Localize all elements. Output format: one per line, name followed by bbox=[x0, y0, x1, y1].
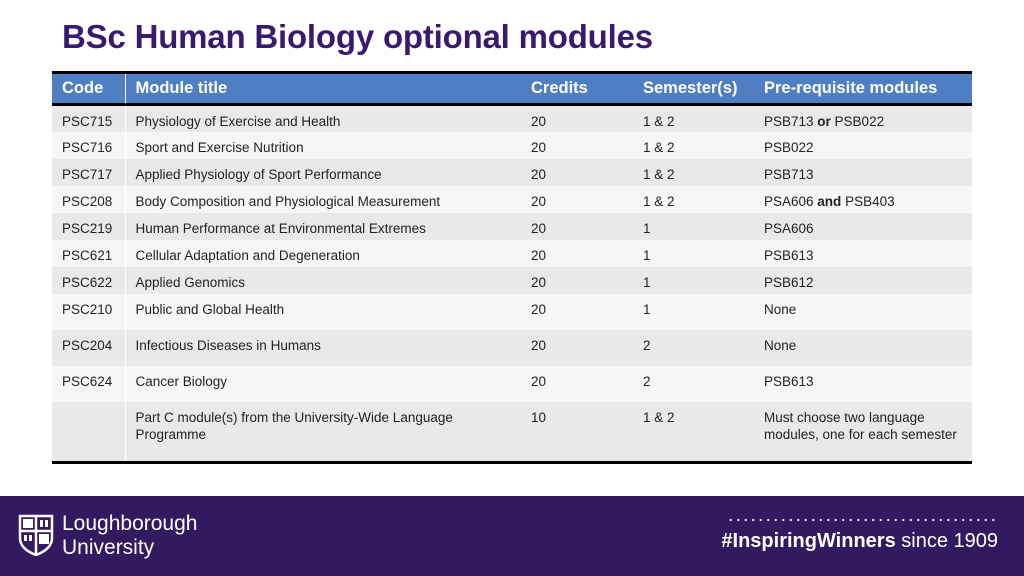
prerequisite-text: PSB613 bbox=[764, 247, 814, 263]
cell-module-title: Sport and Exercise Nutrition bbox=[125, 131, 521, 159]
table-row: PSC717 Applied Physiology of Sport Perfor… bbox=[52, 158, 972, 186]
cell-code bbox=[52, 401, 126, 463]
prerequisite-text: None bbox=[764, 301, 797, 317]
cell-prerequisites: PSB713 bbox=[754, 158, 972, 186]
prerequisite-text: PSB713 bbox=[764, 166, 814, 182]
cell-semester: 1 & 2 bbox=[633, 104, 754, 132]
cell-semester: 1 & 2 bbox=[633, 401, 754, 463]
cell-credits: 20 bbox=[521, 131, 633, 159]
cell-module-title: Physiology of Exercise and Health bbox=[125, 104, 521, 132]
table-row: PSC204 Infectious Diseases in Humans 20 2 No… bbox=[52, 329, 972, 366]
cell-credits: 20 bbox=[521, 266, 633, 294]
table-row: PSC715 Physiology of Exercise and Health 2… bbox=[52, 104, 972, 132]
modules-table: Code Module title Credits Semester(s) Pr… bbox=[52, 71, 972, 464]
page-title: BSc Human Biology optional modules bbox=[62, 18, 653, 55]
column-header-prerequisites: Pre-requisite modules bbox=[754, 72, 972, 106]
cell-prerequisites: None bbox=[754, 329, 972, 366]
cell-credits: 20 bbox=[521, 185, 633, 213]
cell-code: PSC621 bbox=[52, 239, 126, 267]
university-name: Loughborough University bbox=[62, 512, 197, 560]
cell-module-title: Applied Physiology of Sport Performance bbox=[125, 158, 521, 186]
cell-prerequisites: None bbox=[754, 293, 972, 330]
cell-module-title: Cancer Biology bbox=[125, 365, 521, 402]
prerequisite-text: None bbox=[764, 337, 797, 353]
prerequisite-text: Must choose two language modules, one fo… bbox=[764, 409, 957, 442]
cell-code: PSC622 bbox=[52, 266, 126, 294]
cell-code: PSC210 bbox=[52, 293, 126, 330]
cell-prerequisites: PSB613 bbox=[754, 365, 972, 402]
cell-module-title: Public and Global Health bbox=[125, 293, 521, 330]
cell-credits: 20 bbox=[521, 293, 633, 330]
prerequisite-connector: and bbox=[817, 193, 842, 209]
table-row: PSC208 Body Composition and Physiological… bbox=[52, 185, 972, 213]
footer-bar: Loughborough University #InspiringWinner… bbox=[0, 496, 1024, 576]
cell-code: PSC204 bbox=[52, 329, 126, 366]
cell-prerequisites: PSA606 and PSB403 bbox=[754, 185, 972, 213]
cell-semester: 1 bbox=[633, 266, 754, 294]
cell-semester: 1 bbox=[633, 293, 754, 330]
prerequisite-text: PSB403 bbox=[841, 193, 895, 209]
prerequisite-text: PSB612 bbox=[764, 274, 814, 290]
column-header-code: Code bbox=[52, 72, 126, 106]
cell-prerequisites: PSA606 bbox=[754, 212, 972, 240]
cell-code: PSC624 bbox=[52, 365, 126, 402]
table-row: PSC621 Cellular Adaptation and Degenerati… bbox=[52, 239, 972, 267]
cell-code: PSC208 bbox=[52, 185, 126, 213]
cell-prerequisites: PSB022 bbox=[754, 131, 972, 159]
cell-semester: 2 bbox=[633, 329, 754, 366]
prerequisite-text: PSB613 bbox=[764, 373, 814, 389]
cell-module-title: Human Performance at Environmental Extre… bbox=[125, 212, 521, 240]
cell-module-title: Infectious Diseases in Humans bbox=[125, 329, 521, 366]
tagline: #InspiringWinners since 1909 bbox=[721, 530, 998, 553]
table-row: PSC624 Cancer Biology 20 2 PSB613 bbox=[52, 365, 972, 402]
cell-credits: 20 bbox=[521, 212, 633, 240]
prerequisite-text: PSB022 bbox=[830, 114, 885, 129]
table-row: PSC219 Human Performance at Environmental… bbox=[52, 212, 972, 240]
prerequisite-text: PSB022 bbox=[764, 139, 814, 155]
university-name-line2: University bbox=[62, 536, 155, 559]
cell-semester: 1 & 2 bbox=[633, 131, 754, 159]
cell-credits: 20 bbox=[521, 104, 633, 132]
table-row: PSC716 Sport and Exercise Nutrition 20 1 & … bbox=[52, 131, 972, 159]
cell-module-title: Part C module(s) from the University-Wid… bbox=[125, 401, 521, 463]
cell-code: PSC716 bbox=[52, 131, 126, 159]
dotted-divider bbox=[727, 518, 997, 522]
cell-module-title: Applied Genomics bbox=[125, 266, 521, 294]
cell-semester: 1 bbox=[633, 212, 754, 240]
cell-semester: 2 bbox=[633, 365, 754, 402]
cell-credits: 20 bbox=[521, 329, 633, 366]
prerequisite-text: PSA606 bbox=[764, 220, 814, 236]
table-row: Part C module(s) from the University-Wid… bbox=[52, 401, 972, 463]
column-header-credits: Credits bbox=[521, 72, 633, 106]
cell-module-title: Cellular Adaptation and Degeneration bbox=[125, 239, 521, 267]
table-row: PSC210 Public and Global Health 20 1 None bbox=[52, 293, 972, 330]
cell-credits: 20 bbox=[521, 239, 633, 267]
university-name-line1: Loughborough bbox=[62, 512, 198, 535]
prerequisite-text: PSB713 bbox=[764, 114, 818, 129]
prerequisite-text: PSA606 bbox=[764, 193, 818, 209]
loughborough-crest-icon bbox=[18, 514, 54, 556]
cell-semester: 1 & 2 bbox=[633, 158, 754, 186]
cell-module-title: Body Composition and Physiological Measu… bbox=[125, 185, 521, 213]
cell-semester: 1 bbox=[633, 239, 754, 267]
column-header-semesters: Semester(s) bbox=[633, 72, 754, 106]
cell-prerequisites: PSB713 or PSB022 bbox=[754, 104, 972, 132]
cell-code: PSC715 bbox=[52, 104, 126, 132]
hashtag: #InspiringWinners bbox=[721, 530, 896, 552]
cell-semester: 1 & 2 bbox=[633, 185, 754, 213]
cell-code: PSC219 bbox=[52, 212, 126, 240]
table-header-row: Code Module title Credits Semester(s) Pr… bbox=[52, 72, 972, 106]
column-header-module-title: Module title bbox=[125, 72, 521, 106]
cell-prerequisites: PSB612 bbox=[754, 266, 972, 294]
cell-credits: 10 bbox=[521, 401, 633, 463]
since-text: since 1909 bbox=[895, 530, 998, 552]
cell-prerequisites: PSB613 bbox=[754, 239, 972, 267]
cell-prerequisites: Must choose two language modules, one fo… bbox=[754, 401, 972, 463]
table-row: PSC622 Applied Genomics 20 1 PSB612 bbox=[52, 266, 972, 294]
prerequisite-connector: or bbox=[817, 114, 831, 129]
cell-credits: 20 bbox=[521, 158, 633, 186]
cell-code: PSC717 bbox=[52, 158, 126, 186]
cell-credits: 20 bbox=[521, 365, 633, 402]
